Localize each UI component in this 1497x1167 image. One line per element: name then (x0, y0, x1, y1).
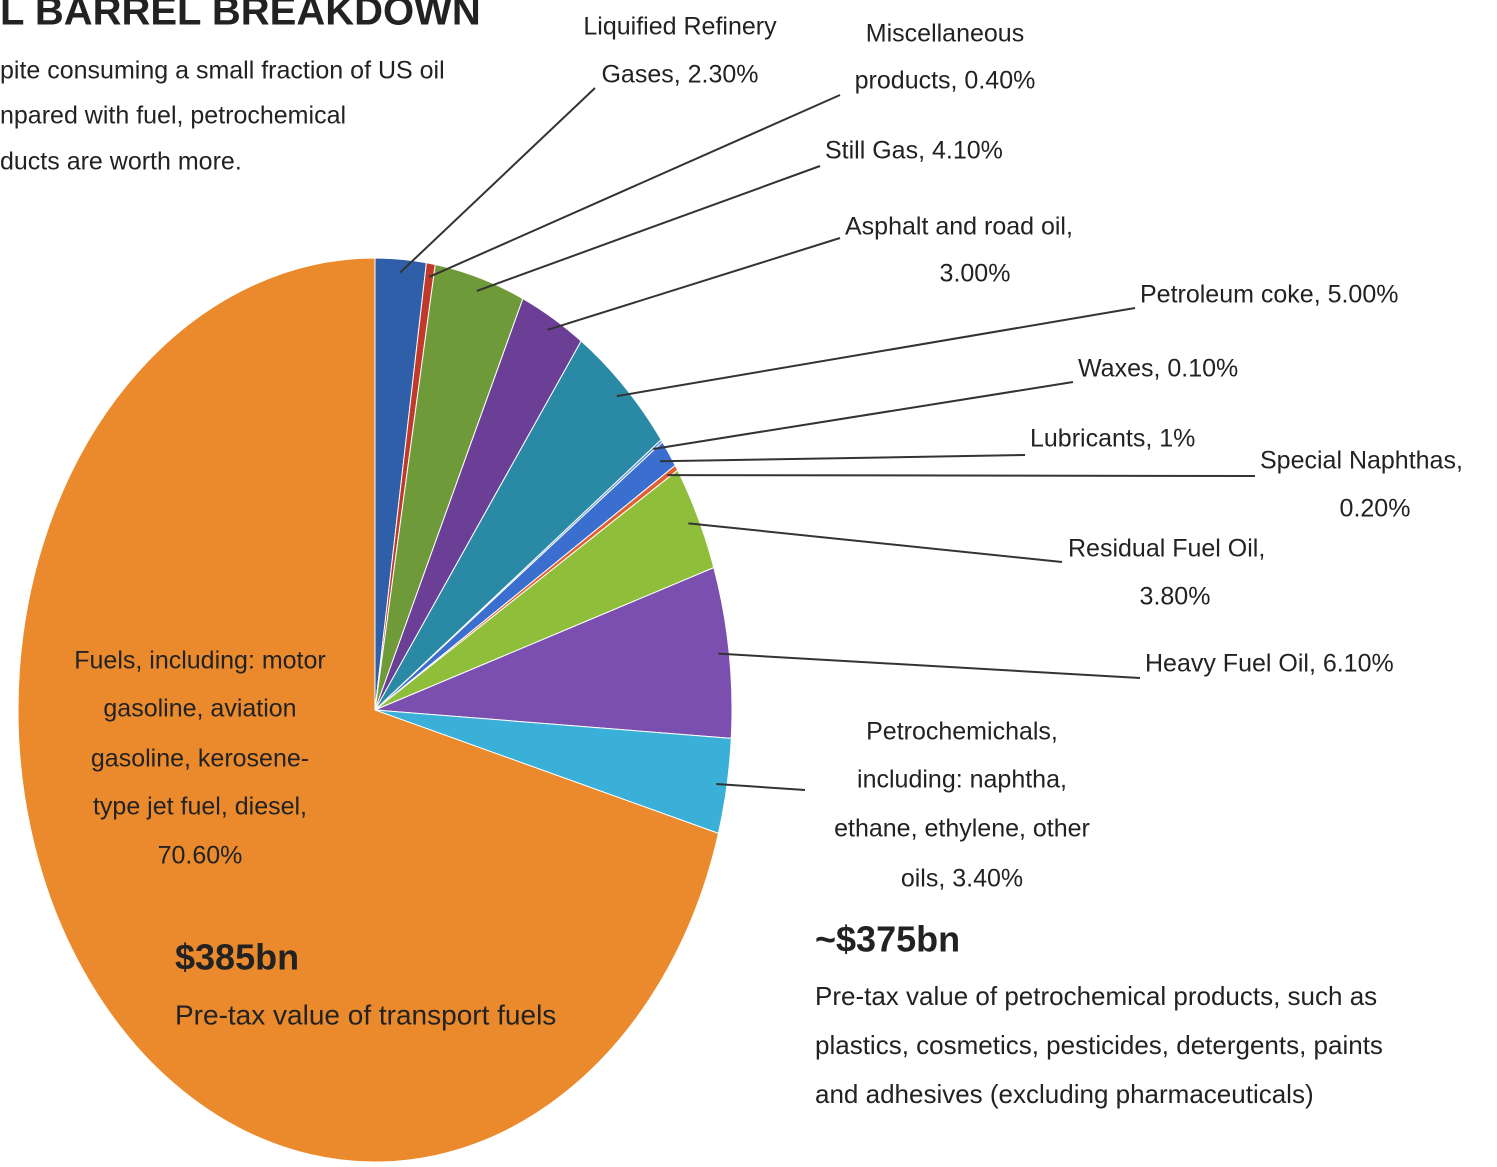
annotation-text: and adhesives (excluding pharmaceuticals… (815, 1079, 1314, 1109)
slice-label: Petroleum coke, 5.00% (1140, 281, 1398, 309)
leader-line (688, 522, 1063, 563)
leader-line (428, 94, 841, 278)
slice-label: Fuels, including: motor (74, 647, 326, 675)
slice-label: Waxes, 0.10% (1078, 355, 1238, 383)
slice-label: Lubricants, 1% (1030, 425, 1195, 453)
leader-line (716, 783, 806, 791)
subtitle: ducts are worth more. (0, 148, 242, 176)
leader-line (399, 87, 596, 274)
subtitle: pite consuming a small fraction of US oi… (0, 57, 445, 85)
slice-label: 0.20% (1340, 495, 1411, 523)
subtitle: npared with fuel, petrochemical (0, 102, 346, 130)
slice-label: type jet fuel, diesel, (93, 793, 307, 821)
slice-label: Heavy Fuel Oil, 6.10% (1145, 650, 1394, 678)
leader-line (547, 237, 841, 331)
slice-label: ethane, ethylene, other (834, 815, 1090, 843)
slice-label: Gases, 2.30% (601, 61, 758, 89)
leader-line (476, 165, 821, 292)
annotation-value: $385bn (175, 937, 299, 978)
leader-line (667, 474, 1256, 477)
leader-line (660, 454, 1026, 463)
slice-label: 3.80% (1140, 583, 1211, 611)
slice-label: 3.00% (940, 260, 1011, 288)
annotation-value: ~$375bn (815, 919, 960, 960)
slice-label: 70.60% (158, 842, 243, 870)
slice-label: gasoline, aviation (103, 695, 296, 723)
slice-label: including: naphtha, (857, 766, 1067, 794)
leader-line (718, 652, 1141, 679)
slice-label: Petrochemichals, (866, 718, 1058, 746)
slice-label: Asphalt and road oil, (845, 213, 1073, 241)
labels: Liquified Refinery Gases, 2.30% Miscellane… (74, 13, 1463, 893)
slice-label: products, 0.40% (855, 67, 1036, 95)
leader-line (616, 307, 1136, 398)
pie-slice (374, 566, 733, 739)
slice-label: Still Gas, 4.10% (825, 137, 1003, 165)
slice-label: Liquified Refinery (583, 13, 777, 41)
pie-slice (17, 257, 720, 1163)
annotation-text: Pre-tax value of transport fuels (175, 999, 556, 1030)
pie-slice (374, 340, 662, 711)
slice-label: gasoline, kerosene- (91, 745, 309, 773)
annotation-text: plastics, cosmetics, pesticides, deterge… (815, 1030, 1383, 1060)
annotation-text: Pre-tax value of petrochemical products,… (815, 981, 1377, 1011)
pie (17, 257, 733, 1163)
slice-label: Residual Fuel Oil, (1068, 535, 1265, 563)
slice-label: oils, 3.40% (901, 865, 1023, 893)
slice-label: Special Naphthas, (1260, 447, 1463, 475)
leader-line (653, 381, 1074, 450)
slice-label: Miscellaneous (866, 20, 1024, 48)
chart-title: L BARREL BREAKDOWN (0, 0, 481, 34)
